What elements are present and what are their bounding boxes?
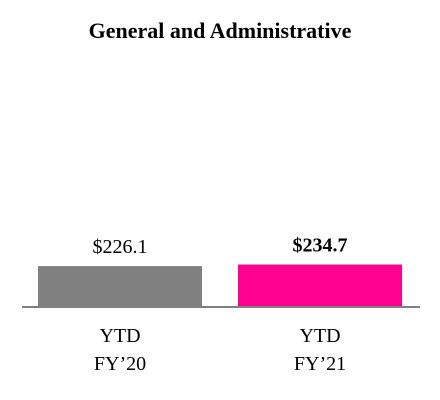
category-label-line: FY’21: [293, 353, 347, 375]
bar-0: [38, 266, 202, 307]
category-label-line: YTD: [99, 325, 141, 347]
category-label-line: YTD: [299, 325, 341, 347]
data-label-0: $226.1: [93, 236, 148, 258]
category-label-ytd-fy20: YTD FY’20: [38, 322, 202, 378]
chart-title: General and Administrative: [88, 18, 352, 43]
data-label-1: $234.7: [293, 235, 348, 257]
category-label-line: FY’20: [93, 353, 147, 375]
bar-1: [238, 264, 402, 307]
category-label-ytd-fy21: YTD FY’21: [238, 322, 402, 378]
